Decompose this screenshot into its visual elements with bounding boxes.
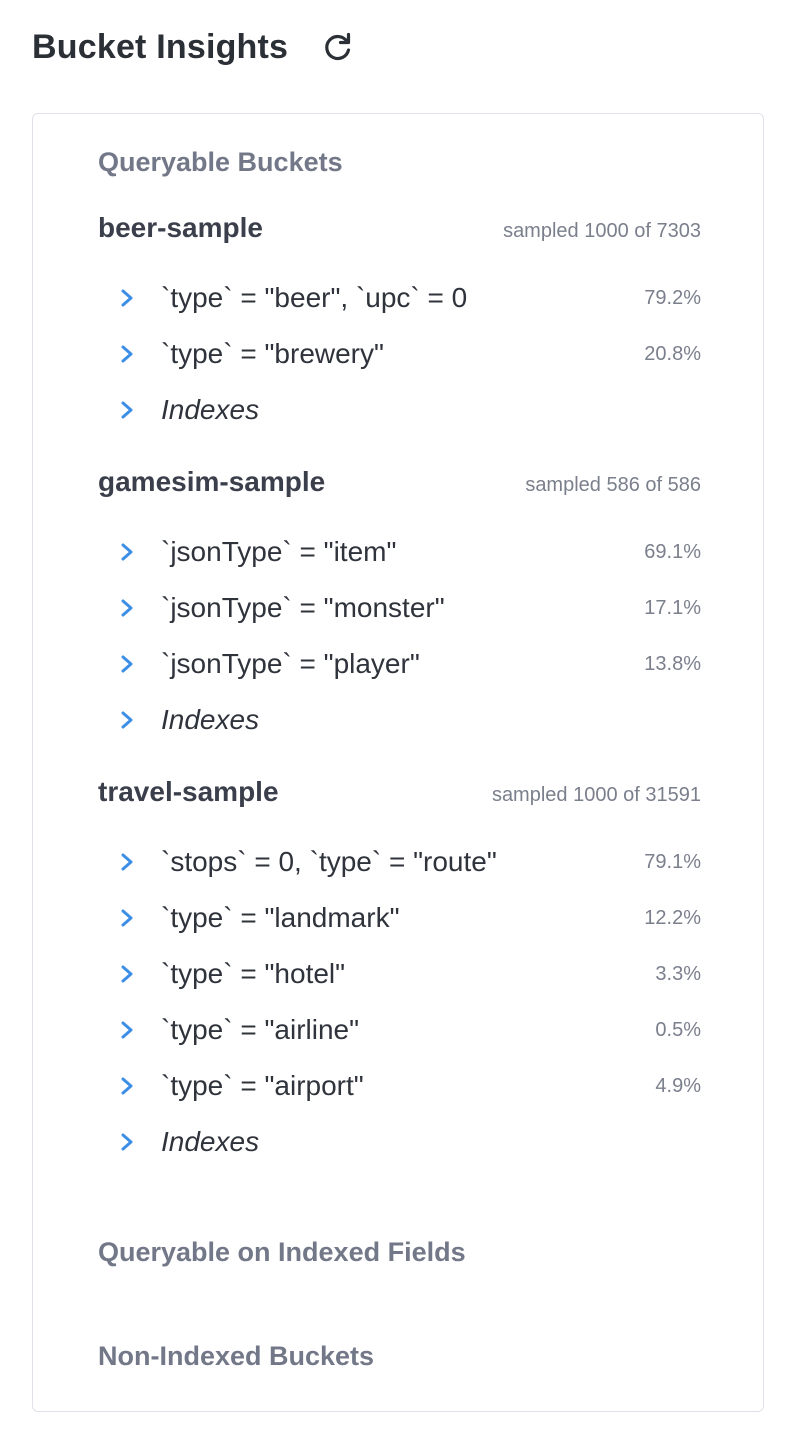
flavor-percent: 3.3%: [655, 962, 701, 985]
chevron-right-icon: [117, 398, 137, 422]
bucket-sampled-count: sampled 1000 of 31591: [491, 784, 701, 806]
flavor-row[interactable]: `type` = "airport" 4.9%: [117, 1066, 701, 1106]
indexes-row[interactable]: Indexes: [117, 700, 701, 740]
flavor-row[interactable]: `jsonType` = "item" 69.1%: [117, 532, 701, 572]
chevron-right-icon: [117, 1074, 137, 1098]
bucket-header-beer-sample: beer-sample sampled 1000 of 7303: [98, 212, 701, 244]
chevron-right-icon: [117, 1018, 137, 1042]
flavor-label: `jsonType` = "item": [161, 536, 397, 567]
indexes-row[interactable]: Indexes: [117, 390, 701, 430]
chevron-right-icon: [117, 286, 137, 310]
flavor-label: `type` = "beer", `upc` = 0: [161, 282, 468, 313]
section-queryable-on-indexed-fields[interactable]: Queryable on Indexed Fields: [98, 1237, 466, 1267]
flavor-row[interactable]: `type` = "airline" 0.5%: [117, 1010, 701, 1050]
indexes-label: Indexes: [161, 704, 260, 735]
flavor-row[interactable]: `type` = "hotel" 3.3%: [117, 954, 701, 994]
bucket-header-gamesim-sample: gamesim-sample sampled 586 of 586: [98, 466, 701, 498]
flavor-label: `type` = "airport": [161, 1070, 364, 1101]
flavor-row[interactable]: `type` = "landmark" 12.2%: [117, 898, 701, 938]
flavor-percent: 79.1%: [644, 850, 701, 873]
flavor-label: `type` = "airline": [161, 1014, 360, 1045]
flavor-row[interactable]: `type` = "beer", `upc` = 0 79.2%: [117, 278, 701, 318]
flavor-percent: 4.9%: [655, 1074, 701, 1097]
bucket-name: travel-sample: [98, 776, 279, 807]
bucket-name: gamesim-sample: [98, 466, 326, 497]
chevron-right-icon: [117, 596, 137, 620]
flavor-label: `type` = "brewery": [161, 338, 384, 369]
bucket-name: beer-sample: [98, 212, 263, 243]
chevron-right-icon: [117, 962, 137, 986]
flavor-label: `jsonType` = "monster": [161, 592, 445, 623]
flavor-row[interactable]: `type` = "brewery" 20.8%: [117, 334, 701, 374]
page-header: Bucket Insights: [32, 22, 356, 72]
chevron-right-icon: [117, 906, 137, 930]
flavor-label: `jsonType` = "player": [161, 648, 420, 679]
chevron-right-icon: [117, 850, 137, 874]
chevron-right-icon: [117, 708, 137, 732]
bucket-header-travel-sample: travel-sample sampled 1000 of 31591: [98, 776, 701, 808]
bucket-sampled-count: sampled 1000 of 7303: [503, 220, 701, 242]
flavor-row[interactable]: `jsonType` = "player" 13.8%: [117, 644, 701, 684]
chevron-right-icon: [117, 342, 137, 366]
chevron-right-icon: [117, 1130, 137, 1154]
flavor-row[interactable]: `stops` = 0, `type` = "route" 79.1%: [117, 842, 701, 882]
flavor-row[interactable]: `jsonType` = "monster" 17.1%: [117, 588, 701, 628]
refresh-icon: [325, 32, 351, 61]
section-non-indexed-buckets[interactable]: Non-Indexed Buckets: [98, 1341, 375, 1371]
indexes-label: Indexes: [161, 394, 260, 425]
flavor-label: `type` = "hotel": [161, 958, 346, 989]
flavor-label: `stops` = 0, `type` = "route": [161, 846, 497, 877]
flavor-percent: 17.1%: [644, 596, 701, 619]
flavor-percent: 79.2%: [644, 286, 701, 309]
flavor-percent: 20.8%: [644, 342, 701, 365]
flavor-percent: 13.8%: [644, 652, 701, 675]
refresh-button[interactable]: [320, 29, 356, 65]
indexes-label: Indexes: [161, 1126, 260, 1157]
chevron-right-icon: [117, 540, 137, 564]
bucket-sampled-count: sampled 586 of 586: [525, 474, 701, 496]
chevron-right-icon: [117, 652, 137, 676]
bucket-insights-panel: Queryable Buckets beer-sample sampled 10…: [32, 113, 764, 1412]
indexes-row[interactable]: Indexes: [117, 1122, 701, 1162]
flavor-percent: 12.2%: [644, 906, 701, 929]
page-title: Bucket Insights: [32, 27, 289, 66]
flavor-percent: 69.1%: [644, 540, 701, 563]
flavor-percent: 0.5%: [655, 1018, 701, 1041]
section-queryable-buckets[interactable]: Queryable Buckets: [98, 147, 343, 177]
flavor-label: `type` = "landmark": [161, 902, 400, 933]
